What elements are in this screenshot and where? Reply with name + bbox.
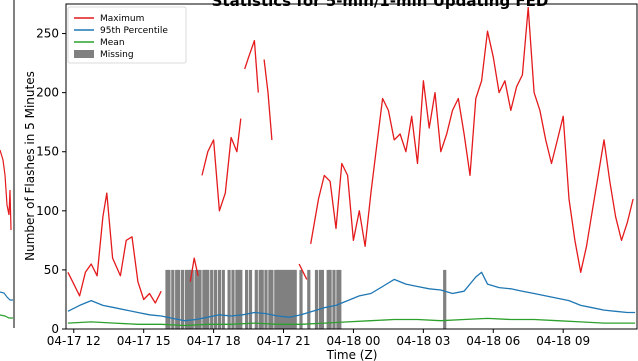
- missing-bar: [239, 269, 243, 329]
- y-tick-label: 250: [36, 27, 59, 41]
- missing-bar: [287, 269, 291, 329]
- missing-bar: [293, 269, 297, 329]
- y-tick-label: 200: [36, 86, 59, 100]
- missing-bar: [280, 269, 284, 329]
- missing-bar: [270, 269, 274, 329]
- missing-bar: [274, 269, 278, 329]
- y-tick-label: 50: [44, 263, 59, 277]
- plot-frame: [65, 3, 638, 330]
- series-line-maximum: [263, 59, 273, 140]
- missing-bar: [167, 269, 171, 329]
- missing-bar: [204, 269, 208, 329]
- x-tick-label: 04-17 21: [257, 334, 311, 348]
- y-tick-label: 150: [36, 145, 59, 159]
- missing-bar: [307, 269, 311, 329]
- missing-bar: [336, 269, 340, 329]
- missing-bar: [264, 269, 268, 329]
- missing-bar: [165, 269, 169, 329]
- legend-swatch: [74, 50, 94, 58]
- missing-bar: [206, 269, 210, 329]
- series-line-95th-percentile: [67, 271, 636, 322]
- series-line-mean: [67, 317, 636, 327]
- x-tick-label: 04-18 03: [396, 334, 450, 348]
- missing-bar: [198, 269, 202, 329]
- x-tick-label: 04-17 15: [117, 334, 171, 348]
- legend-label: Maximum: [100, 14, 144, 24]
- missing-bar: [202, 269, 206, 329]
- legend-label: 95th Percentile: [100, 26, 168, 36]
- missing-bar: [188, 269, 192, 329]
- x-tick-label: 04-18 00: [326, 334, 380, 348]
- series-line-maximum: [244, 39, 259, 93]
- missing-bar: [328, 269, 332, 329]
- missing-bar: [177, 269, 181, 329]
- missing-bar: [285, 269, 289, 329]
- series-lines: [67, 6, 636, 327]
- missing-bar: [190, 269, 194, 329]
- missing-bar: [318, 269, 322, 329]
- missing-bar: [235, 269, 239, 329]
- missing-bar: [338, 269, 342, 329]
- missing-bar: [268, 269, 272, 329]
- missing-bar: [443, 269, 447, 329]
- x-tick-label: 04-18 09: [536, 334, 590, 348]
- missing-bar: [320, 269, 324, 329]
- missing-bar: [245, 269, 249, 329]
- missing-bar: [186, 269, 190, 329]
- missing-bar: [291, 269, 295, 329]
- missing-bar: [248, 269, 253, 329]
- legend-label: Missing: [100, 50, 134, 60]
- missing-bar: [221, 269, 225, 329]
- plot-area: [67, 6, 636, 329]
- missing-bar: [210, 269, 214, 329]
- missing-bar: [227, 269, 231, 329]
- series-line-maximum: [298, 263, 308, 280]
- missing-bar: [278, 269, 282, 329]
- series-line-maximum: [189, 257, 199, 282]
- missing-bar: [213, 269, 218, 329]
- missing-bar: [237, 269, 241, 329]
- missing-bar: [260, 269, 264, 329]
- y-axis: 0 50 100 150 200 250: [36, 27, 66, 336]
- missing-bar: [180, 269, 185, 329]
- y-axis-title: Number of Flashes in 5 Minutes: [23, 71, 37, 261]
- missing-bar: [276, 269, 280, 329]
- missing-bar: [289, 269, 293, 329]
- legend-label: Mean: [100, 38, 125, 48]
- missing-bar: [281, 269, 286, 329]
- x-tick-label: 04-18 06: [466, 334, 520, 348]
- missing-bar: [299, 269, 303, 329]
- y-tick-label: 0: [51, 322, 59, 336]
- missing-bars: [165, 269, 447, 329]
- y-tick-label: 100: [36, 204, 59, 218]
- legend: Maximum 95th Percentile Mean Missing: [67, 6, 187, 64]
- missing-bar: [194, 269, 198, 329]
- missing-bar: [175, 269, 179, 329]
- x-axis: 04-17 12 04-17 15 04-17 18 04-17 21 04-18 00…: [47, 329, 590, 348]
- series-line-maximum: [201, 118, 242, 212]
- x-axis-title: Time (Z): [326, 348, 378, 361]
- legend-items: Maximum 95th Percentile Mean Missing: [74, 14, 168, 60]
- missing-bar: [196, 269, 200, 329]
- missing-bar: [184, 269, 188, 329]
- missing-bar: [326, 269, 330, 329]
- series-line-maximum: [310, 6, 634, 273]
- missing-bar: [314, 269, 319, 329]
- missing-bar: [231, 269, 235, 329]
- x-tick-label: 04-17 12: [47, 334, 101, 348]
- chart-title: Statistics for 5-min/1-min Updating FED: [212, 0, 549, 10]
- missing-bar: [258, 269, 262, 329]
- missing-bar: [217, 269, 221, 329]
- missing-bar: [254, 269, 258, 329]
- left-panel-fragment: [0, 0, 15, 328]
- series-line-maximum: [67, 192, 162, 304]
- missing-bar: [283, 269, 288, 329]
- missing-bar: [332, 269, 336, 329]
- x-tick-label: 04-17 18: [187, 334, 241, 348]
- legend-box: [67, 6, 187, 64]
- missing-bar: [171, 269, 175, 329]
